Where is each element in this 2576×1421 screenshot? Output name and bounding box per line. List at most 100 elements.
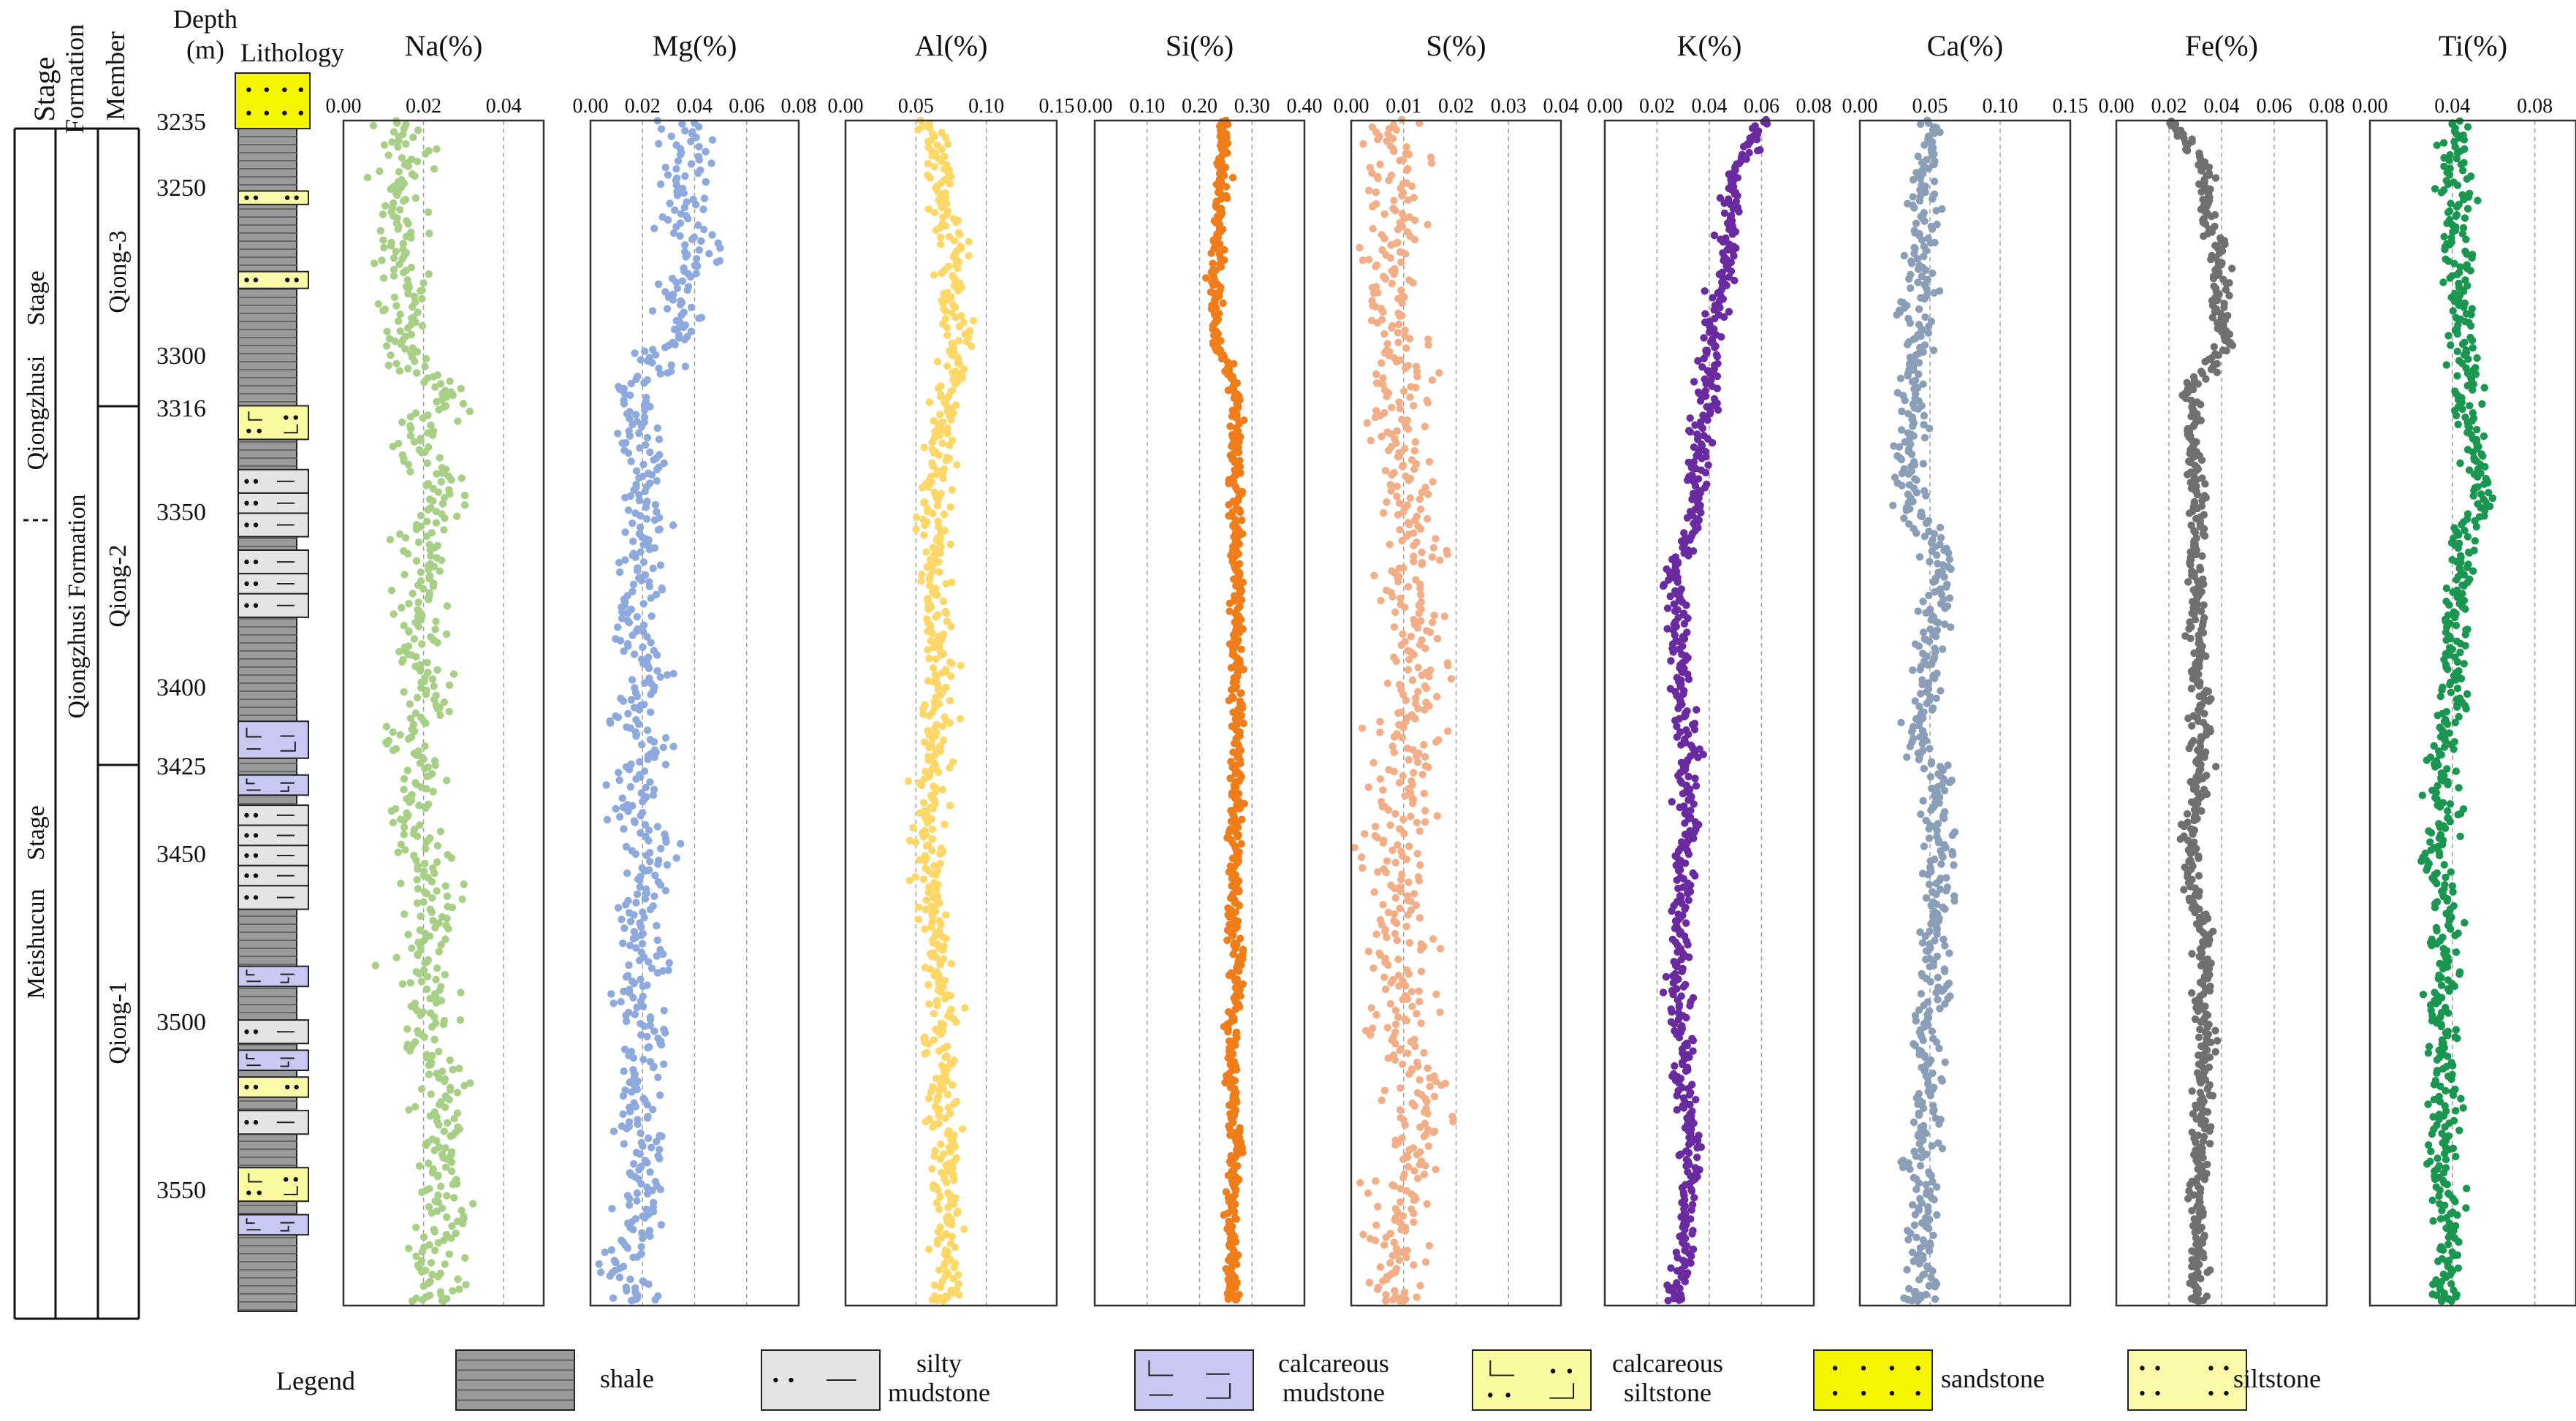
lithology-layer-box — [238, 593, 309, 618]
data-point — [1670, 1020, 1679, 1028]
data-point — [1228, 173, 1237, 182]
data-point — [440, 1127, 448, 1135]
data-point — [411, 662, 419, 671]
data-point — [657, 1040, 666, 1049]
data-point — [1931, 587, 1939, 596]
data-point — [1391, 894, 1400, 902]
data-point — [946, 180, 954, 188]
data-point — [615, 568, 624, 576]
data-point — [1383, 498, 1391, 506]
data-point — [951, 313, 960, 321]
data-point — [1907, 1229, 1915, 1238]
data-point — [1372, 1221, 1380, 1230]
data-point — [646, 448, 654, 457]
data-point — [1400, 293, 1408, 301]
data-point — [941, 976, 949, 985]
data-point — [1929, 195, 1937, 203]
data-point — [1897, 426, 1906, 434]
data-point — [618, 794, 626, 802]
data-point — [1667, 657, 1675, 665]
data-point — [1410, 235, 1419, 244]
data-point — [453, 1109, 462, 1117]
data-point — [936, 850, 944, 858]
data-point — [694, 262, 702, 270]
data-point — [1920, 1002, 1928, 1010]
data-point — [933, 591, 941, 599]
data-point — [1669, 648, 1677, 656]
data-points — [2166, 117, 2237, 1306]
data-point — [1416, 914, 1424, 922]
data-point — [1405, 335, 1414, 343]
data-point — [924, 1094, 933, 1102]
data-point — [1404, 666, 1413, 674]
data-point — [390, 610, 398, 618]
data-point — [1394, 1013, 1402, 1021]
data-point — [672, 223, 680, 231]
data-point — [639, 460, 647, 468]
data-point — [1924, 329, 1932, 337]
data-point — [950, 1176, 958, 1184]
data-point — [1701, 484, 1709, 492]
data-point — [1915, 755, 1923, 763]
data-point — [645, 664, 653, 672]
data-point — [1930, 178, 1939, 186]
data-point — [657, 845, 665, 853]
data-point — [418, 294, 426, 303]
data-point — [1922, 956, 1930, 964]
data-point — [1909, 422, 1917, 430]
data-point — [1932, 880, 1940, 888]
data-point — [1379, 508, 1388, 517]
data-point — [1369, 964, 1378, 972]
data-point — [614, 430, 622, 438]
data-point — [2193, 577, 2202, 585]
data-point — [1910, 1118, 1918, 1127]
data-point — [639, 982, 647, 991]
data-point — [1379, 308, 1387, 316]
data-point — [1372, 188, 1380, 197]
data-point — [1371, 823, 1380, 831]
data-point — [1394, 453, 1402, 461]
data-point — [1401, 1121, 1409, 1129]
data-point — [436, 827, 445, 836]
data-point — [1429, 478, 1437, 486]
lithology-dot — [253, 1120, 259, 1125]
lithology-dot — [246, 1190, 251, 1195]
data-point — [1391, 1020, 1400, 1029]
data-point — [1673, 948, 1682, 956]
data-point — [425, 565, 433, 574]
lithology-layer-calcareous-mudstone — [238, 720, 309, 759]
data-point — [656, 561, 665, 569]
data-point — [647, 471, 656, 479]
data-point — [1381, 927, 1389, 936]
data-point — [455, 1285, 463, 1293]
data-point — [1217, 354, 1226, 363]
data-point — [687, 137, 695, 145]
data-point — [1915, 1006, 1923, 1014]
data-point — [406, 979, 414, 987]
data-point — [1917, 990, 1926, 998]
data-point — [1391, 1287, 1399, 1295]
data-point — [1933, 1211, 1941, 1219]
data-point — [1398, 536, 1406, 545]
data-point — [423, 658, 431, 667]
data-point — [935, 452, 943, 460]
data-point — [2228, 341, 2237, 349]
data-point — [695, 123, 703, 131]
data-point — [409, 590, 417, 598]
data-point — [1433, 812, 1442, 820]
data-point — [1702, 380, 1710, 388]
lithology-layer-silty-mudstone — [238, 804, 309, 826]
data-point — [1684, 614, 1692, 622]
data-point — [1415, 997, 1424, 1006]
data-point — [1369, 758, 1378, 767]
data-point — [1909, 175, 1918, 184]
data-point — [1931, 633, 1940, 641]
data-point — [1938, 645, 1947, 653]
data-point — [1713, 352, 1722, 361]
depth-tick-label: 3425 — [156, 753, 206, 780]
data-point — [932, 871, 940, 879]
x-tick-label: 0.04 — [1543, 95, 1579, 118]
data-point — [940, 510, 949, 519]
data-point — [924, 646, 932, 654]
